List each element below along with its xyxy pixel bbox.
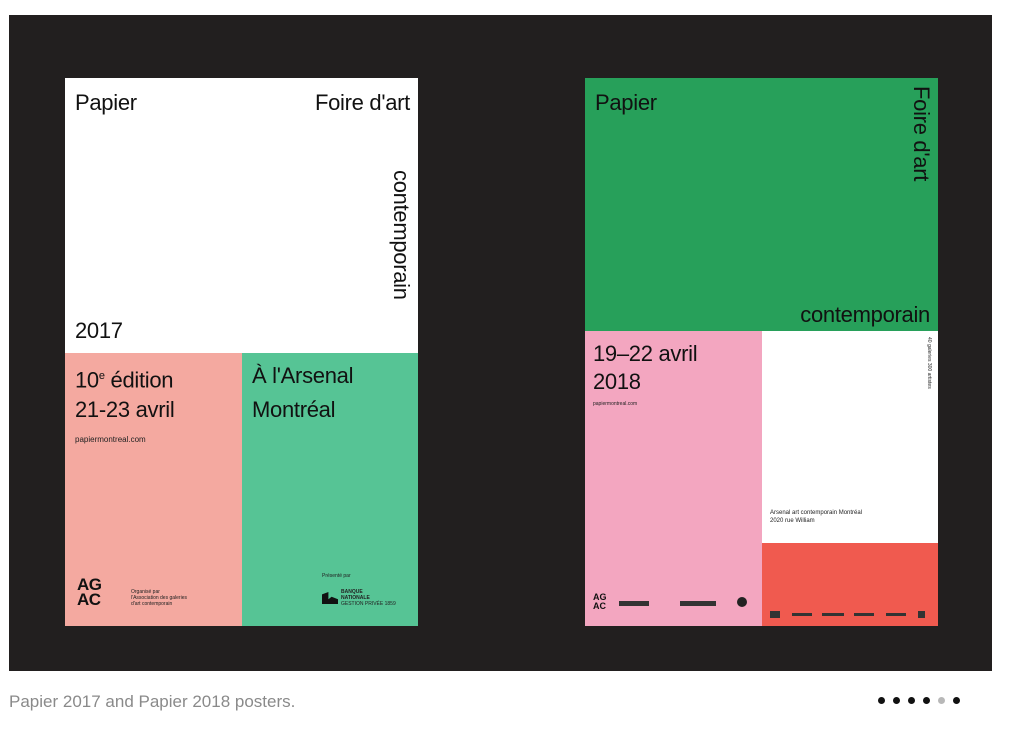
poster-2018-contemporain: contemporain <box>800 302 930 327</box>
poster-2018-white-panel: 40 galeries 300 artistes Arsenal art con… <box>762 331 938 543</box>
bank-logo-icon <box>322 592 338 604</box>
poster-2018-dates-line1: 19–22 avril <box>593 341 698 366</box>
sponsor-logo-6 <box>918 611 925 618</box>
sponsor-logo-5 <box>886 613 906 616</box>
poster-2017-year: 2017 <box>75 318 123 343</box>
agac-logo: AG AC <box>77 575 102 609</box>
bank-logo-small <box>680 601 716 606</box>
pagination-dot[interactable] <box>908 697 915 704</box>
sponsor-logo-1 <box>770 611 780 618</box>
pagination-dot[interactable] <box>878 697 885 704</box>
image-slide: Papier Foire d'art contemporain 2017 10e… <box>9 15 992 671</box>
pagination-dot[interactable] <box>953 697 960 704</box>
poster-2017-venue-line1: À l'Arsenal <box>252 363 354 388</box>
sponsor-text-logo <box>619 601 649 606</box>
bank-logo-text: BANQUE NATIONALE GESTION PRIVÉE 1859 <box>341 589 396 607</box>
poster-2018: Papier Foire d'art contemporain 19–22 av… <box>585 78 938 626</box>
sponsor-logo-2 <box>792 613 812 616</box>
poster-2017-dates: 21-23 avril <box>75 397 175 422</box>
poster-2017-edition: 10e édition <box>75 367 174 393</box>
pagination-dot-active[interactable] <box>938 697 945 704</box>
poster-2018-url: papiermontreal.com <box>593 401 638 407</box>
poster-2018-foire: Foire d'art <box>909 86 934 182</box>
poster-2018-papier: Papier <box>595 90 657 115</box>
slideshow-pagination <box>878 697 960 704</box>
sponsor-logo-3 <box>822 613 844 616</box>
poster-2017-salmon-panel: 10e édition 21-23 avril papiermontreal.c… <box>65 353 242 626</box>
poster-2017-presented-by: Présenté par <box>322 573 351 579</box>
poster-2018-coral-panel <box>762 543 938 626</box>
poster-2017-organizer: Organisé par l'Association des galeries … <box>131 589 187 607</box>
image-caption: Papier 2017 and Papier 2018 posters. <box>9 692 296 711</box>
sponsor-logo-4 <box>854 613 874 616</box>
poster-2017: Papier Foire d'art contemporain 2017 10e… <box>65 78 418 626</box>
poster-2017-mint-panel: À l'Arsenal Montréal Présenté par BANQUE… <box>242 353 418 626</box>
poster-2018-dates-line2: 2018 <box>593 369 641 394</box>
round-sponsor-logo <box>737 597 747 607</box>
poster-2018-green-panel: Papier Foire d'art contemporain <box>585 78 938 331</box>
poster-2017-contemporain: contemporain <box>389 170 414 300</box>
poster-2017-foire: Foire d'art <box>314 90 410 115</box>
poster-2018-galeries: 40 galeries 300 artistes <box>926 337 932 389</box>
pagination-dot[interactable] <box>923 697 930 704</box>
poster-2017-venue-line2: Montréal <box>252 397 336 422</box>
poster-2018-venue: Arsenal art contemporain Montréal 2020 r… <box>770 510 863 524</box>
poster-2017-url: papiermontreal.com <box>75 435 146 444</box>
poster-2017-papier: Papier <box>75 90 137 115</box>
agac-logo-small: AG AC <box>593 592 607 611</box>
pagination-dot[interactable] <box>893 697 900 704</box>
poster-2018-pink-panel: 19–22 avril 2018 papiermontreal.com AG A… <box>585 331 762 626</box>
